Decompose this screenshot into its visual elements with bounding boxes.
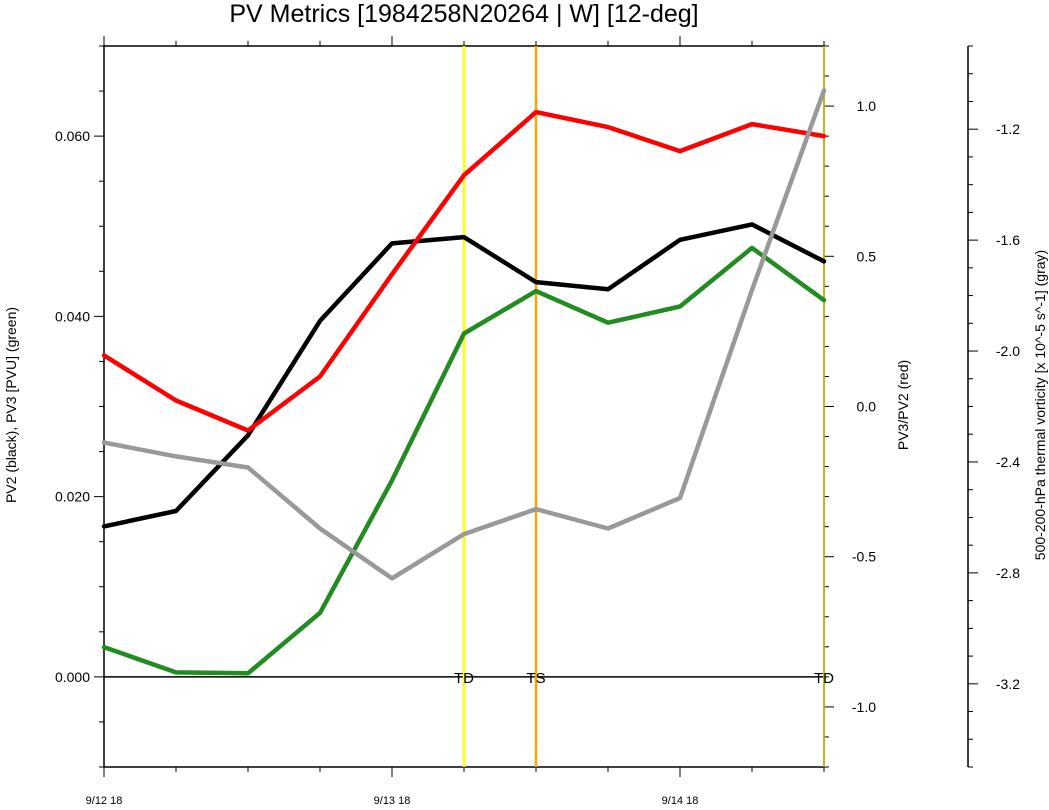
- right-tick-label: 0.5: [857, 248, 877, 264]
- right-axis-label: PV3/PV2 (red): [895, 360, 911, 450]
- far-right-tick-label: -3.2: [996, 676, 1020, 692]
- far-right-tick-label: -2.0: [996, 343, 1020, 359]
- left-tick-label: 0.040: [55, 308, 90, 324]
- far-right-axis-label: 500-200-hPa thermal vorticity [x 10^-5 s…: [1032, 250, 1048, 560]
- series-line-left-0: [101, 222, 827, 529]
- stage-annotation: TS: [526, 670, 545, 687]
- series-line-left-1: [101, 245, 827, 676]
- right-tick-label: -1.0: [852, 699, 876, 715]
- right-tick-label: -0.5: [852, 549, 876, 565]
- stage-annotation: TD: [814, 670, 834, 687]
- left-tick-label: 0.000: [55, 669, 90, 685]
- left-axis-label: PV2 (black), PV3 [PVU] (green): [3, 307, 19, 503]
- stage-annotation: TD: [454, 670, 474, 687]
- far-right-tick-label: -2.8: [996, 565, 1020, 581]
- x-tick-label: 9/14 18: [662, 795, 699, 805]
- chart-title: PV Metrics [1984258N20264 | W] [12-deg]: [229, 0, 698, 28]
- far-right-tick-label: -1.2: [996, 121, 1020, 137]
- far-right-tick-label: -2.4: [996, 454, 1020, 470]
- right-tick-label: 0.0: [857, 399, 877, 415]
- x-tick-label: 9/12 18: [86, 795, 123, 805]
- x-tick-label: 9/13 18: [374, 795, 411, 805]
- right-tick-label: 1.0: [857, 98, 877, 114]
- left-tick-label: 0.060: [55, 128, 90, 144]
- series-line-far_right-3: [101, 88, 827, 581]
- far-right-tick-label: -1.6: [996, 232, 1020, 248]
- series-line-right-2: [101, 109, 827, 433]
- left-tick-label: 0.020: [55, 489, 90, 505]
